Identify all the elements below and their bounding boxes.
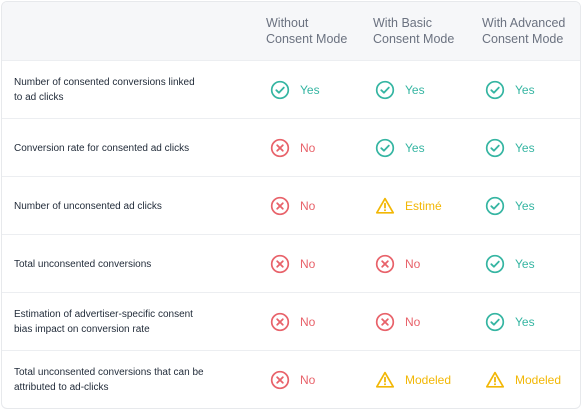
status-text: No: [300, 373, 316, 387]
row-label: Estimation of advertiser-specific consen…: [14, 309, 193, 335]
status-text: No: [405, 315, 421, 329]
warning-triangle-icon: [375, 370, 395, 390]
status-text: Yes: [515, 199, 535, 213]
status-cell: Yes: [375, 119, 425, 177]
column-header-without: Without Consent Mode: [266, 16, 348, 46]
check-circle-icon: [485, 196, 505, 216]
status-cell: No: [270, 235, 315, 293]
status-text: Modeled: [405, 373, 452, 387]
row-label: Conversion rate for consented ad clicks: [14, 142, 190, 154]
status-text: Yes: [300, 83, 320, 97]
status-text: Yes: [515, 141, 535, 155]
status-cell: Yes: [485, 293, 535, 351]
status-cell: Yes: [270, 61, 320, 119]
x-circle-icon: [270, 138, 290, 158]
check-circle-icon: [485, 254, 505, 274]
x-circle-icon: [270, 370, 290, 390]
status-text: No: [405, 257, 421, 271]
x-circle-icon: [270, 312, 290, 332]
table-row: Number of unconsented ad clicks No Estimé Y…: [2, 176, 580, 235]
check-circle-icon: [485, 312, 505, 332]
status-cell: Estimé: [375, 177, 442, 235]
check-circle-icon: [485, 138, 505, 158]
check-circle-icon: [375, 138, 395, 158]
status-cell: No: [270, 351, 316, 408]
table-row: Estimation of advertiser-specific consen…: [2, 292, 580, 351]
x-circle-icon: [270, 196, 290, 216]
table-row: Total unconsented conversions that can b…: [2, 350, 580, 408]
warning-triangle-icon: [375, 196, 395, 216]
status-text: Yes: [405, 141, 425, 155]
status-cell: No: [270, 177, 315, 235]
status-text: Estimé: [405, 199, 442, 213]
status-text: No: [300, 199, 316, 213]
table-row: Conversion rate for consented ad clicks N…: [2, 118, 580, 177]
status-cell: Yes: [485, 61, 535, 119]
x-circle-icon: [270, 254, 290, 274]
status-text: No: [300, 257, 316, 271]
row-label: Number of consented conversions linked to…: [14, 77, 195, 103]
row-label: Total unconsented conversions that can b…: [14, 367, 204, 393]
status-text: Yes: [515, 257, 535, 271]
table-row: Number of consented conversions linked to…: [2, 60, 580, 119]
check-circle-icon: [375, 80, 395, 100]
x-circle-icon: [375, 312, 395, 332]
x-circle-icon: [375, 254, 395, 274]
status-cell: No: [375, 293, 420, 351]
status-text: Yes: [405, 83, 425, 97]
status-cell: Modeled: [485, 351, 562, 408]
table-row: Total unconsented conversions No No Yes: [2, 234, 580, 293]
status-text: Modeled: [515, 373, 562, 387]
status-cell: Yes: [485, 235, 535, 293]
warning-triangle-icon: [485, 370, 505, 390]
status-cell: Yes: [485, 177, 535, 235]
table-header: Without Consent Mode With Basic Consent …: [2, 2, 580, 60]
status-text: Yes: [515, 83, 535, 97]
status-text: No: [300, 141, 316, 155]
status-cell: Yes: [485, 119, 535, 177]
row-label: Total unconsented conversions: [14, 258, 152, 270]
column-header-advanced: With Advanced Consent Mode: [482, 16, 566, 46]
status-cell: No: [270, 119, 315, 177]
check-circle-icon: [485, 80, 505, 100]
status-cell: No: [270, 293, 315, 351]
status-cell: Yes: [375, 61, 425, 119]
status-text: No: [300, 315, 316, 329]
status-cell: No: [375, 235, 420, 293]
check-circle-icon: [270, 80, 290, 100]
status-cell: Modeled: [375, 351, 452, 408]
row-label: Number of unconsented ad clicks: [14, 200, 162, 212]
status-text: Yes: [515, 315, 535, 329]
column-header-basic: With Basic Consent Mode: [373, 16, 455, 46]
